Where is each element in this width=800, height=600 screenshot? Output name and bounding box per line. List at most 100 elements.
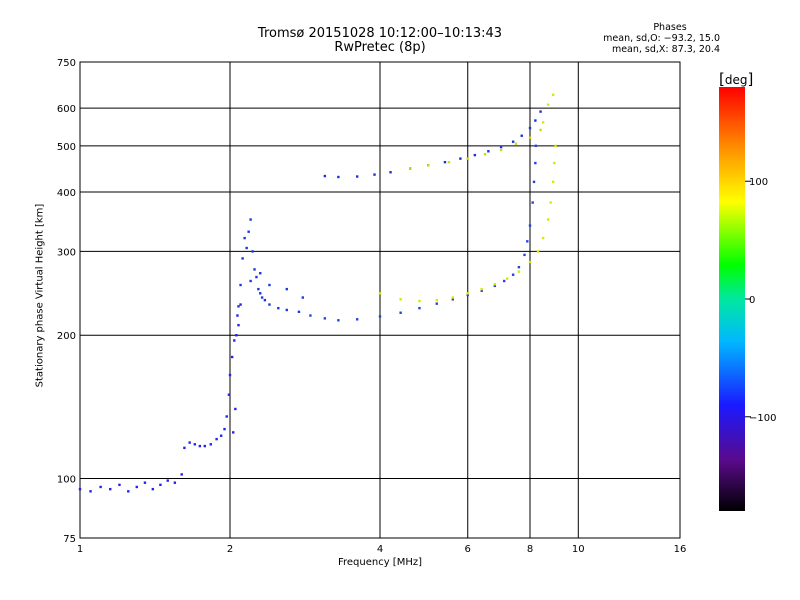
x-tick-label: 4 bbox=[377, 544, 383, 555]
data-point bbox=[373, 173, 376, 176]
data-point bbox=[166, 479, 169, 482]
data-point bbox=[237, 323, 240, 327]
data-point bbox=[534, 119, 537, 122]
data-point bbox=[89, 490, 92, 493]
data-point bbox=[520, 134, 523, 137]
data-point bbox=[493, 284, 497, 288]
data-point bbox=[223, 427, 226, 431]
data-point bbox=[418, 299, 421, 303]
data-point bbox=[109, 487, 112, 491]
data-point bbox=[337, 175, 340, 179]
data-point bbox=[285, 308, 288, 312]
data-point bbox=[355, 175, 359, 178]
data-point bbox=[493, 283, 497, 286]
data-point bbox=[233, 339, 236, 342]
data-point bbox=[528, 126, 532, 130]
data-point bbox=[517, 270, 521, 273]
data-point bbox=[409, 167, 412, 170]
data-point bbox=[480, 287, 483, 291]
data-point bbox=[259, 272, 262, 275]
colorbar-tick-label: 100 bbox=[749, 177, 768, 188]
data-point bbox=[173, 481, 177, 484]
x-tick-label: 16 bbox=[674, 544, 687, 555]
data-point bbox=[517, 265, 521, 269]
data-point bbox=[118, 483, 121, 487]
colorbar-unit-open: [ bbox=[719, 70, 725, 88]
data-point bbox=[234, 407, 237, 411]
data-point bbox=[227, 393, 231, 396]
data-point bbox=[505, 277, 509, 280]
data-point bbox=[237, 305, 240, 308]
data-point bbox=[183, 446, 186, 450]
data-point bbox=[235, 334, 238, 337]
data-point bbox=[127, 490, 130, 493]
data-point bbox=[546, 103, 550, 106]
data-point bbox=[297, 310, 301, 314]
phase-stats-x: mean, sd,X: 87.3, 20.4 bbox=[611, 44, 720, 55]
phase-stats-heading: Phases bbox=[653, 22, 687, 33]
y-tick-label: 300 bbox=[57, 247, 76, 258]
colorbar-tick-label: 0 bbox=[749, 295, 755, 306]
y-tick-label: 500 bbox=[57, 142, 76, 153]
x-tick-label: 1 bbox=[77, 544, 83, 555]
data-point bbox=[459, 157, 462, 160]
data-point bbox=[249, 218, 252, 221]
data-point bbox=[528, 224, 532, 227]
data-point bbox=[466, 293, 469, 297]
data-point bbox=[209, 443, 212, 446]
data-point bbox=[245, 246, 248, 250]
data-point bbox=[539, 110, 542, 113]
data-point bbox=[260, 296, 264, 299]
data-point bbox=[435, 302, 438, 305]
data-point bbox=[259, 292, 262, 295]
data-point bbox=[511, 140, 515, 143]
data-point bbox=[378, 315, 382, 318]
data-point bbox=[180, 473, 183, 476]
data-point bbox=[528, 260, 532, 264]
data-point bbox=[263, 298, 267, 302]
data-point bbox=[135, 485, 138, 489]
data-point bbox=[99, 485, 102, 489]
data-point bbox=[253, 268, 256, 271]
data-points bbox=[78, 93, 557, 493]
data-point bbox=[499, 148, 503, 152]
data-point bbox=[541, 121, 545, 124]
data-point bbox=[268, 303, 271, 306]
data-point bbox=[193, 443, 197, 446]
data-point bbox=[447, 160, 451, 164]
data-point bbox=[203, 444, 206, 448]
data-point bbox=[418, 306, 421, 310]
y-tick-label: 75 bbox=[63, 534, 76, 545]
data-point bbox=[534, 161, 537, 165]
x-axis-label: Frequency [MHz] bbox=[337, 557, 423, 568]
chart-title-line2: RwPretec (8p) bbox=[334, 40, 426, 55]
data-point bbox=[531, 201, 534, 204]
data-point bbox=[389, 171, 392, 174]
data-point bbox=[241, 257, 244, 260]
x-tick-label: 2 bbox=[227, 544, 233, 555]
x-tick-label: 8 bbox=[527, 544, 533, 555]
data-point bbox=[553, 161, 556, 165]
data-point bbox=[427, 164, 430, 167]
data-point bbox=[215, 437, 218, 441]
colorbar-tick-label: −100 bbox=[749, 413, 776, 424]
data-point bbox=[228, 373, 232, 377]
data-point bbox=[230, 355, 234, 359]
data-point bbox=[301, 296, 305, 299]
y-tick-label: 200 bbox=[57, 331, 76, 342]
data-point bbox=[541, 236, 545, 240]
data-point bbox=[549, 201, 552, 204]
x-tick-label: 10 bbox=[572, 544, 585, 555]
data-point bbox=[309, 314, 312, 317]
data-point bbox=[188, 441, 191, 444]
colorbar-unit-close: ] bbox=[747, 70, 754, 88]
x-tick-label: 6 bbox=[465, 544, 471, 555]
data-point bbox=[323, 317, 327, 320]
data-point bbox=[337, 319, 340, 322]
data-point bbox=[536, 250, 540, 253]
data-point bbox=[451, 298, 455, 301]
data-point bbox=[528, 136, 532, 139]
data-point bbox=[247, 230, 250, 233]
data-point bbox=[277, 306, 280, 310]
grid bbox=[80, 62, 680, 538]
